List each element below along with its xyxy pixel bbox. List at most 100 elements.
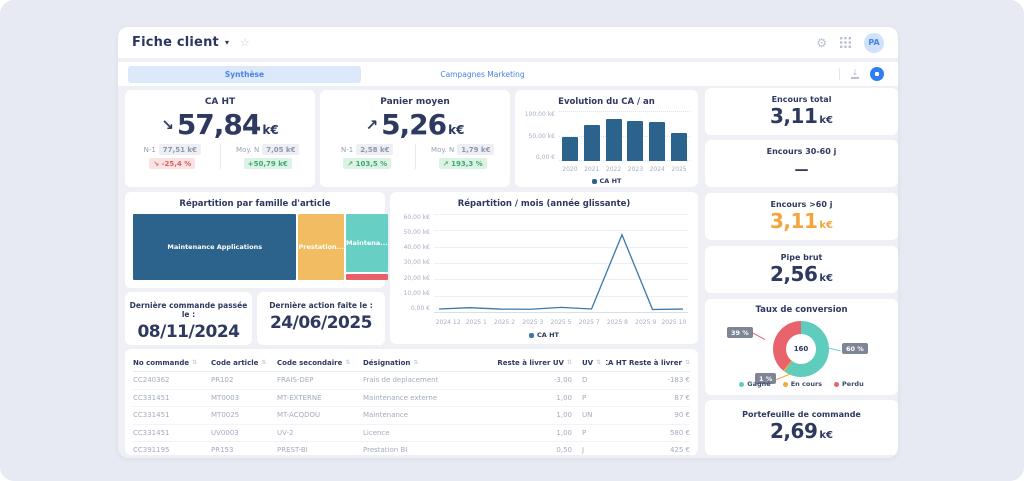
apps-grid-icon[interactable]: [840, 37, 851, 48]
delta-abs-badge: +50,79 k€: [243, 158, 292, 169]
treemap-block-label: Prestation...: [298, 243, 345, 251]
x-axis-label: 2023: [627, 166, 644, 173]
table-cell: Prestation BI: [363, 446, 408, 455]
legend-item-en-cours[interactable]: En cours: [782, 380, 822, 388]
table-cell: P: [582, 428, 587, 437]
treemap-block[interactable]: Maintenance Applications: [133, 214, 297, 280]
table-header-1[interactable]: Code article ⇅: [211, 359, 277, 367]
gridline: [434, 214, 688, 215]
header-label: Reste à livrer UV: [497, 358, 564, 367]
legend-item-gagné[interactable]: Gagné: [739, 380, 771, 388]
x-axis-label: 2025 8: [606, 319, 628, 326]
legend-dot: [834, 381, 840, 387]
table-cell: 1,00: [556, 411, 572, 420]
download-arrow: ↓: [851, 68, 859, 78]
table-cell: 580 €: [669, 428, 690, 437]
treemap-block[interactable]: Prestation...: [298, 214, 345, 280]
table-cell: MT0025: [211, 411, 240, 420]
bar-2021[interactable]: [583, 125, 600, 161]
legend-label: CA HT: [537, 331, 559, 339]
y-axis-label: 50,00 k€: [403, 229, 430, 237]
table-header-2[interactable]: Code secondaire ⇅: [277, 359, 363, 367]
card-orders-table: No commande ⇅ Code article ⇅ Code secondaire…: [125, 349, 698, 455]
table-cell: CC331451: [133, 428, 170, 437]
line-plot-area: [434, 214, 688, 313]
table-cell: MT0003: [211, 393, 240, 402]
table-header-5[interactable]: UV ⇅: [572, 359, 606, 367]
table-header-0[interactable]: No commande ⇅: [133, 359, 211, 367]
table-row[interactable]: CC240362 PR102 FRAIS-DEP Frais de deplaceme…: [133, 372, 690, 390]
primary-action-button[interactable]: [870, 67, 884, 81]
table-cell: UN: [582, 411, 593, 420]
table-row[interactable]: CC391195 PR153 PREST-BI Prestation BI 0,50 J 4…: [133, 442, 690, 458]
card-title: Dernière commande passée le :: [129, 301, 248, 319]
kpi-unit: k€: [819, 273, 833, 284]
donut-label-perdu: 39 %: [727, 327, 753, 338]
delta-pct-badge: ↘ -25,4 %: [149, 158, 196, 169]
avatar[interactable]: PA: [864, 32, 884, 53]
chart-title: Répartition / mois (année glissante): [457, 199, 631, 209]
table-header-4[interactable]: Reste à livrer UV ⇅: [496, 359, 572, 367]
table-cell: 0,50: [556, 446, 572, 455]
kpi-stats: N-1 77,51 k€ ↘ -25,4 % Moy. N 7,05 k€ +5…: [125, 144, 315, 169]
bar-plot-area: [559, 111, 690, 161]
kpi-unit: k€: [819, 115, 833, 126]
app-window: Fiche client ▾ ☆ ⚙ PA Synthèse Campagnes…: [118, 27, 898, 458]
table-header-6[interactable]: CA HT Reste à livrer ⇅: [606, 359, 690, 367]
legend-dot: [782, 381, 788, 387]
legend-item-perdu[interactable]: Perdu: [834, 380, 864, 388]
tab-synthese[interactable]: Synthèse: [128, 65, 361, 83]
table-cell: 1,00: [556, 393, 572, 402]
bar-2025[interactable]: [671, 133, 688, 161]
bar-2024[interactable]: [649, 122, 666, 161]
y-axis: 100,00 k€ 50,00 k€ 0,00 €: [523, 111, 559, 161]
table-cell: UV0003: [211, 428, 239, 437]
bar-2020[interactable]: [561, 137, 578, 161]
download-icon[interactable]: ↓: [851, 69, 859, 79]
delta-abs-badge: ↗ 193,3 %: [438, 158, 487, 169]
stat-value-badge: 77,51 k€: [158, 144, 201, 155]
kpi-unit: k€: [448, 123, 465, 137]
card-portefeuille: Portefeuille de commande 2,69 k€: [705, 400, 898, 455]
x-axis-label: 2024 12: [435, 319, 461, 326]
sort-icon: ⇅: [596, 359, 602, 366]
table-row[interactable]: CC331451 MT0003 MT-EXTERNE Maintenance exte…: [133, 390, 690, 407]
x-axis: 2024 12 2025 1 2025 2 2025 3 2025 5 2025 7 202…: [434, 319, 688, 326]
chart-legend: CA HT: [390, 331, 698, 339]
gridline: [434, 263, 688, 264]
stat-label: Moy. N: [431, 145, 455, 154]
x-axis-label: 2025: [671, 166, 687, 173]
table-cell: CC240362: [133, 376, 170, 385]
table-cell: PREST-BI: [277, 446, 308, 455]
stat-value-badge: 2,58 k€: [356, 144, 394, 155]
treemap-block[interactable]: Maintena...: [346, 214, 388, 272]
table-cell: MT-ACQDOU: [277, 411, 321, 420]
chevron-down-icon[interactable]: ▾: [224, 38, 229, 47]
table-cell: MT-EXTERNE: [277, 393, 322, 402]
header-label: UV: [582, 358, 594, 367]
table-cell: CC331451: [133, 411, 170, 420]
bar-2022[interactable]: [605, 119, 622, 161]
tab-campagnes-marketing[interactable]: Campagnes Marketing: [440, 69, 525, 79]
stat-value-badge: 1,79 k€: [457, 144, 495, 155]
treemap-block[interactable]: [346, 273, 388, 280]
card-title: CA HT: [204, 97, 236, 107]
treemap-column: Prestation...: [298, 214, 345, 280]
treemap-chart: Maintenance Applications Prestation... Mai…: [133, 214, 388, 280]
gridline: [434, 295, 688, 297]
table-header-3[interactable]: Désignation ⇅: [363, 359, 496, 367]
table-row[interactable]: CC331451 MT0025 MT-ACQDOU Maintenance 1,00 UN…: [133, 407, 690, 425]
bar-2023[interactable]: [627, 121, 644, 161]
download-bar: [851, 77, 859, 79]
table-row[interactable]: CC331451 UV0003 UV-2 Licence 1,00 P 580 €: [133, 425, 690, 442]
gridline: [434, 279, 688, 281]
table-cell: 1,00: [556, 428, 572, 437]
table-body: CC240362 PR102 FRAIS-DEP Frais de deplaceme…: [133, 372, 690, 458]
sort-icon: ⇅: [413, 359, 419, 366]
star-icon[interactable]: ☆: [239, 36, 250, 49]
divider: [839, 68, 840, 80]
kpi-value: ↗ 5,26 k€: [320, 108, 510, 141]
x-axis-label: 2021: [584, 166, 600, 173]
gear-icon[interactable]: ⚙: [816, 35, 827, 50]
